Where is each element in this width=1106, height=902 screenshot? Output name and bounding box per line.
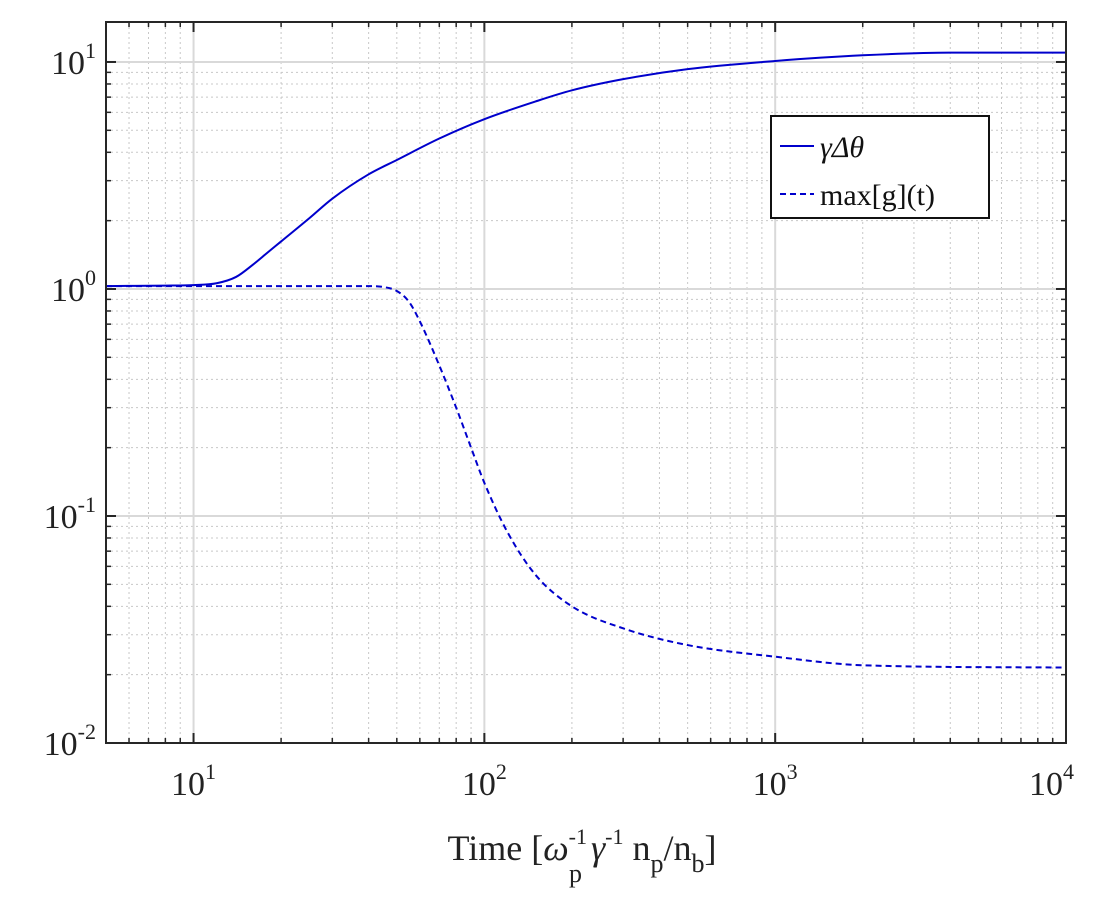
x-tick-base: 10 <box>753 766 787 803</box>
y-tick-exp: -2 <box>78 719 96 744</box>
x-tick-base: 10 <box>1029 766 1063 803</box>
series-line-gamma-dtheta <box>105 51 1066 288</box>
x-tick-label: 103 <box>753 759 798 803</box>
x-axis-n2-sub: b <box>691 849 704 878</box>
x-tick-exp: 4 <box>1063 759 1074 784</box>
x-axis-slash: /n <box>663 828 691 868</box>
x-tick-label: 102 <box>462 759 507 803</box>
x-axis-omega-sub: p <box>569 859 582 888</box>
x-tick-base: 10 <box>462 766 496 803</box>
x-tick-label: 104 <box>1029 759 1074 803</box>
y-tick-base: 10 <box>51 45 85 82</box>
series-line-max-g <box>106 285 1067 669</box>
y-tick-base: 10 <box>51 272 85 309</box>
x-tick-label: 101 <box>171 759 216 803</box>
x-axis-n1-sub: p <box>650 849 663 878</box>
x-tick-exp: 2 <box>496 759 507 784</box>
x-axis-title-suffix: ] <box>704 828 716 868</box>
series-layer <box>105 51 1067 669</box>
legend-label-gamma-dtheta: γΔθ <box>820 131 864 164</box>
minor-grid <box>105 22 1066 743</box>
x-tick-base: 10 <box>171 766 205 803</box>
plot-frame <box>105 21 1067 744</box>
x-tick-exp: 3 <box>787 759 798 784</box>
y-tick-exp: 0 <box>85 265 96 290</box>
x-axis-title-prefix: Time [ <box>448 828 544 868</box>
y-tick-label: 10-2 <box>44 719 96 763</box>
x-axis-n1: n <box>632 828 650 868</box>
x-axis-space-1 <box>582 828 591 868</box>
x-axis-omega: ω <box>543 828 568 868</box>
legend-box <box>770 115 990 219</box>
y-tick-label: 101 <box>51 38 96 82</box>
legend-label-max-g: max[g](t) <box>820 179 935 212</box>
x-tick-labels: 101 102 103 104 <box>171 759 1074 803</box>
y-tick-exp: 1 <box>85 38 96 63</box>
x-axis-title: Time [ω-1 p γ-1 np/nb] <box>448 824 717 888</box>
y-tick-label: 100 <box>51 265 96 309</box>
y-tick-exp: -1 <box>78 492 96 517</box>
x-axis-gamma-sup: -1 <box>605 824 623 849</box>
y-tick-base: 10 <box>44 499 78 536</box>
y-tick-base: 10 <box>44 726 78 763</box>
y-tick-label: 10-1 <box>44 492 96 536</box>
x-axis-omega-sup: -1 <box>569 824 587 849</box>
x-tick-exp: 1 <box>205 759 216 784</box>
x-axis-space-2 <box>623 828 632 868</box>
x-axis-gamma: γ <box>591 828 606 868</box>
legend: γΔθ max[g](t) <box>770 115 990 219</box>
